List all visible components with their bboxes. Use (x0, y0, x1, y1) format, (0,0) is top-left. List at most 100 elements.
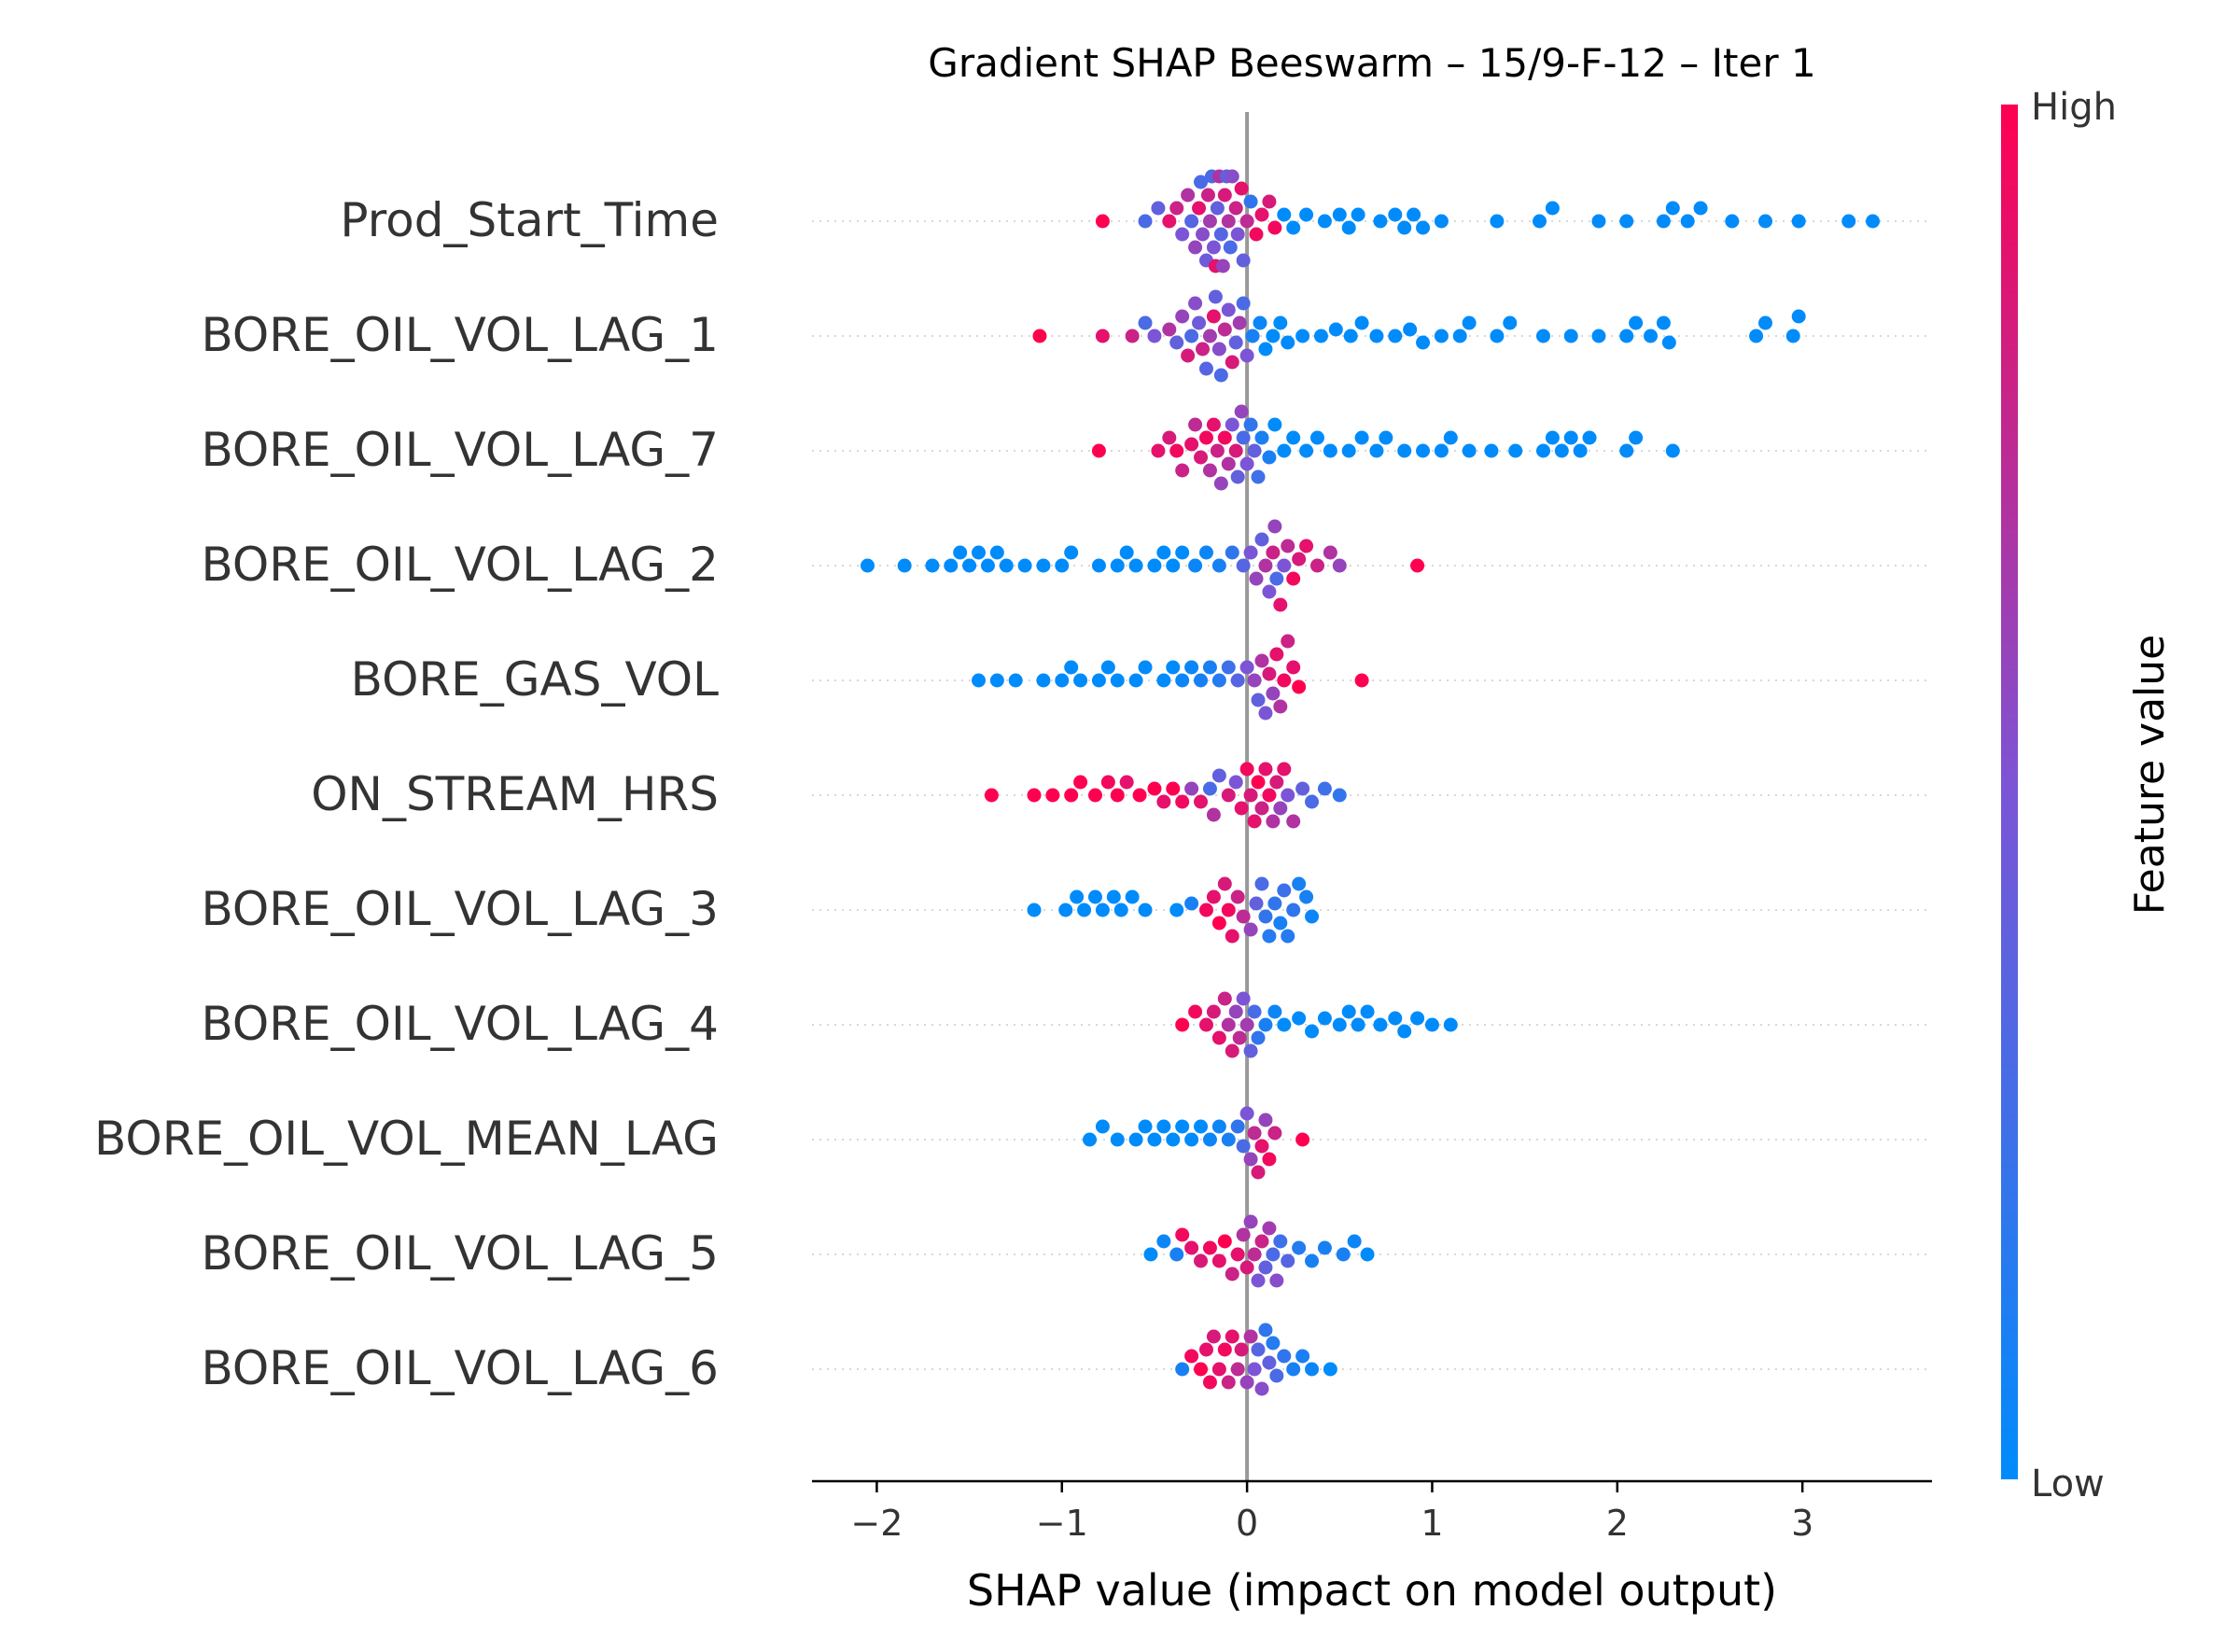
shap-point (1273, 801, 1288, 816)
shap-point (1228, 443, 1243, 458)
shap-point (1866, 214, 1881, 229)
shap-point (1239, 762, 1254, 777)
shap-point (1236, 430, 1251, 445)
shap-point (1217, 430, 1232, 445)
shap-point (1156, 545, 1171, 560)
shap-point (1027, 788, 1042, 803)
shap-point (1221, 456, 1236, 471)
shap-point (1175, 227, 1190, 242)
shap-point (1490, 329, 1505, 343)
shap-point (1138, 903, 1153, 917)
shap-point (1202, 660, 1217, 675)
shap-point (1156, 673, 1171, 688)
shap-point (1128, 558, 1143, 573)
shap-point (1027, 903, 1042, 917)
shap-point (1341, 220, 1356, 235)
shap-point (1119, 775, 1134, 790)
shap-point (1269, 1368, 1284, 1383)
shap-point (1266, 545, 1281, 560)
shap-point (1341, 1004, 1356, 1019)
shap-point (1247, 1247, 1262, 1262)
shap-point (1239, 1375, 1254, 1390)
shap-point (1254, 801, 1269, 816)
shap-point (953, 545, 968, 560)
feature-label: BORE_OIL_VOL_LAG_1 (202, 308, 720, 362)
shap-point (1299, 539, 1314, 553)
shap-point (1266, 329, 1281, 343)
shap-point (1262, 666, 1277, 681)
shap-point (1462, 315, 1477, 330)
shap-point (1221, 214, 1236, 229)
shap-point (984, 788, 999, 803)
shap-point (1243, 1214, 1258, 1229)
shap-point (1341, 443, 1356, 458)
feature-label: ON_STREAM_HRS (311, 767, 719, 821)
shap-point (1305, 1024, 1320, 1039)
shap-point (1036, 558, 1051, 573)
shap-point (1166, 1132, 1181, 1147)
shap-point (1247, 673, 1262, 688)
shap-point (1175, 309, 1190, 324)
shap-point (1328, 322, 1343, 337)
shap-point (861, 558, 875, 573)
shap-point (1254, 430, 1269, 445)
shap-point (1251, 1273, 1266, 1288)
shap-point (1147, 329, 1162, 343)
shap-point (1251, 1342, 1266, 1357)
shap-point (1184, 660, 1199, 675)
shap-point (1791, 309, 1806, 324)
shap-point (1619, 443, 1634, 458)
shap-point (1410, 1011, 1425, 1026)
shap-point (1206, 240, 1221, 255)
shap-point (1217, 991, 1232, 1006)
shap-point (1206, 1329, 1221, 1344)
shap-point (1295, 781, 1310, 796)
colorbar-title: Feature value (2126, 635, 2174, 915)
shap-point (1228, 335, 1243, 350)
shap-point (962, 558, 977, 573)
shap-point (1258, 1113, 1273, 1127)
shap-point (1262, 929, 1277, 944)
shap-point (1215, 259, 1230, 273)
shap-point (1228, 201, 1243, 216)
shap-point (1225, 929, 1239, 944)
shap-point (1132, 788, 1147, 803)
shap-point (1309, 558, 1324, 573)
shap-point (1254, 207, 1269, 222)
colorbar-low-label: Low (2031, 1463, 2105, 1505)
shap-point (1693, 201, 1708, 216)
shap-point (1073, 775, 1088, 790)
shap-point (1258, 342, 1273, 357)
feature-label: BORE_OIL_VOL_LAG_2 (202, 538, 720, 592)
shap-point (1243, 788, 1258, 803)
shap-point (1407, 207, 1421, 222)
shap-point (1434, 214, 1449, 229)
shap-point (1281, 539, 1295, 553)
shap-point (1266, 1336, 1281, 1351)
shap-point (1156, 1119, 1171, 1134)
shap-point (1273, 597, 1288, 612)
shap-point (1234, 1342, 1249, 1357)
shap-point (1166, 781, 1181, 796)
shap-point (1095, 329, 1110, 343)
shap-point (1210, 201, 1225, 216)
shap-point (1286, 430, 1301, 445)
shap-point (1373, 1017, 1388, 1032)
shap-point (1184, 1132, 1199, 1147)
shap-point (1661, 335, 1676, 350)
shap-point (1230, 1119, 1245, 1134)
shap-point (1277, 558, 1292, 573)
shap-point (1239, 1260, 1254, 1275)
shap-point (1397, 220, 1412, 235)
shap-point (1484, 443, 1499, 458)
shap-point (1225, 1329, 1239, 1344)
shap-point (1262, 1221, 1277, 1236)
shap-point (1239, 348, 1254, 363)
shap-point (1757, 315, 1772, 330)
shap-point (1785, 329, 1800, 343)
shap-point (972, 673, 987, 688)
shap-point (1251, 469, 1266, 484)
shap-point (1058, 903, 1073, 917)
shap-point (1656, 315, 1671, 330)
shap-point (1232, 315, 1247, 330)
